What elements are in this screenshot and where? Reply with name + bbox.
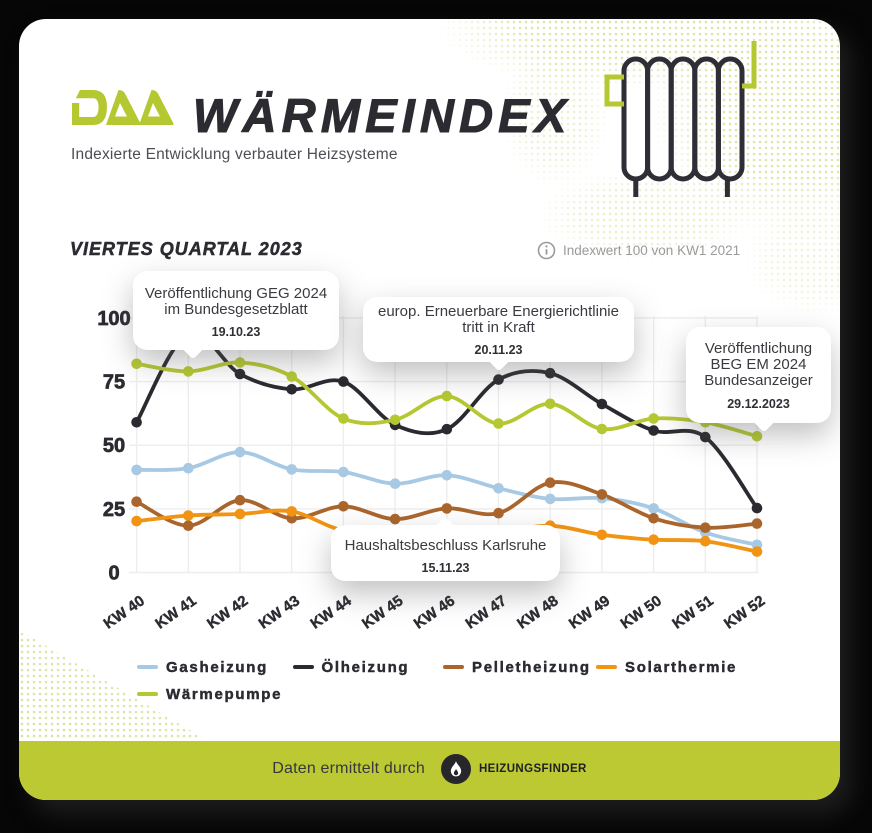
- svg-text:KW 45: KW 45: [359, 592, 406, 632]
- svg-text:100: 100: [97, 308, 130, 330]
- svg-text:50: 50: [103, 435, 125, 457]
- svg-text:KW 50: KW 50: [618, 592, 665, 632]
- svg-text:KW 43: KW 43: [256, 592, 303, 632]
- svg-text:KW 42: KW 42: [204, 592, 251, 632]
- svg-text:KW 48: KW 48: [514, 592, 561, 632]
- svg-text:KW 41: KW 41: [152, 592, 199, 632]
- svg-text:KW 49: KW 49: [566, 592, 613, 632]
- svg-text:KW 47: KW 47: [462, 592, 509, 632]
- svg-text:KW 51: KW 51: [669, 592, 716, 632]
- svg-text:25: 25: [103, 499, 125, 521]
- svg-text:KW 40: KW 40: [101, 592, 148, 632]
- svg-text:75: 75: [103, 372, 125, 394]
- svg-text:KW 44: KW 44: [307, 592, 355, 633]
- svg-text:0: 0: [108, 563, 119, 585]
- svg-text:KW 46: KW 46: [411, 592, 458, 632]
- svg-text:KW 52: KW 52: [721, 592, 768, 632]
